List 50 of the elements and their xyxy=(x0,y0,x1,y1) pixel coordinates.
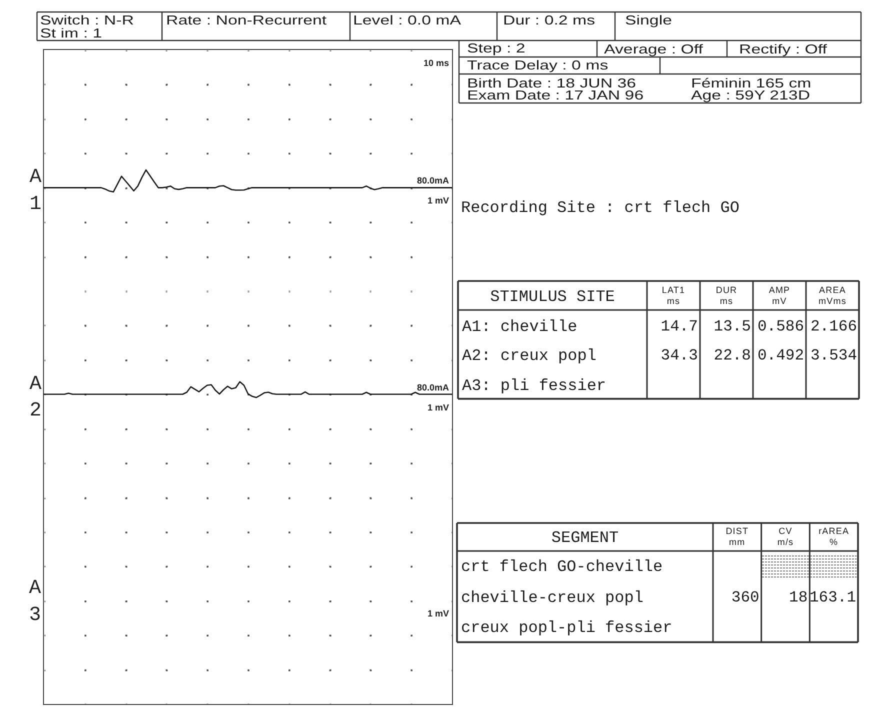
data-label: 34.3 xyxy=(660,346,698,365)
text: CV m/s xyxy=(777,526,794,548)
data-label: 14.7 xyxy=(660,317,698,336)
y-axis-title: A2 xyxy=(30,372,42,423)
data-label: 3.534 xyxy=(810,346,857,365)
text: Switch : N-R xyxy=(40,12,134,28)
data-label: 0.492 xyxy=(757,346,804,365)
data-label: 360 xyxy=(731,588,760,606)
text: AMP mV xyxy=(768,284,790,307)
text: SEGMENT xyxy=(551,529,619,547)
text: 1 mV xyxy=(428,196,449,206)
text: 10 ms xyxy=(424,58,449,68)
text: Age : 59Y 213D xyxy=(691,87,810,102)
annotation: 80.0mA xyxy=(417,382,450,392)
y-axis-title: A1 xyxy=(30,166,42,216)
text: rAREA % xyxy=(818,526,850,548)
text: A3 xyxy=(28,576,42,630)
text: St im : 1 xyxy=(40,25,102,40)
data-label: 22.8 xyxy=(714,346,751,365)
text: Recording Site : crt flech GO xyxy=(461,199,740,217)
text: Dur : 0.2 ms xyxy=(503,12,596,28)
annotation: 80.0mA xyxy=(417,176,450,186)
text: LAT1 ms xyxy=(662,284,686,307)
data-label: 13.5 xyxy=(714,317,751,336)
text: STIMULUS SITE xyxy=(490,288,615,306)
category-label: A2: creux popl xyxy=(462,347,596,366)
category-label: A3: pli fessier xyxy=(462,377,606,395)
text: Level : 0.0 mA xyxy=(353,12,462,28)
text: DUR ms xyxy=(716,284,738,307)
category-label: crt flech GO-cheville xyxy=(461,558,663,576)
data-label: 18 xyxy=(789,588,808,606)
text: Rate : Non-Recurrent xyxy=(166,12,327,28)
text: Rectify : Off xyxy=(739,41,827,56)
text: Trace Delay : 0 ms xyxy=(467,58,608,72)
text: AREA mVms xyxy=(818,284,846,307)
text: Féminin 165 cm xyxy=(691,75,812,90)
data-label: 163.1 xyxy=(809,588,856,606)
text: Exam Date : 17 JAN 96 xyxy=(467,87,644,102)
category-label: A1: cheville xyxy=(462,318,578,336)
text: Average : Off xyxy=(604,41,703,56)
text: Birth Date : 18 JUN 36 xyxy=(467,75,636,90)
category-label: cheville-creux popl xyxy=(461,588,644,607)
text: Step : 2 xyxy=(467,40,526,56)
text: DIST mm xyxy=(726,526,749,548)
category-label: creux popl-pli fessier xyxy=(461,619,672,637)
text: 1 mV xyxy=(427,608,449,618)
data-label: 0.586 xyxy=(757,317,804,336)
text: Single xyxy=(625,12,672,28)
text: 1 mV xyxy=(428,402,449,412)
data-label: 2.166 xyxy=(810,317,857,336)
